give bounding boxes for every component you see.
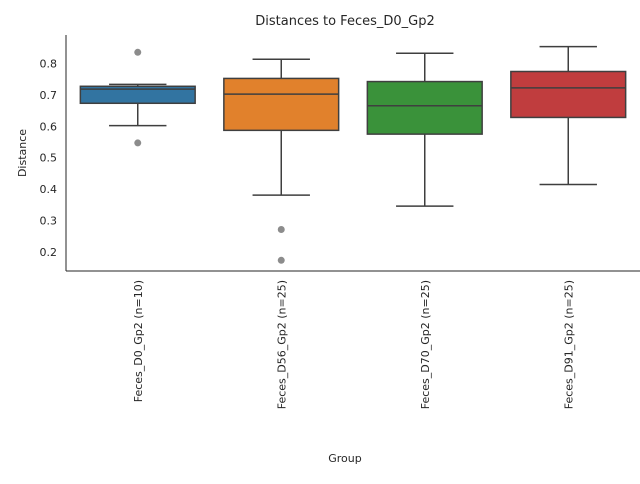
- y-axis-label: Distance: [16, 129, 29, 177]
- x-tick-label: Feces_D0_Gp2 (n=10): [132, 280, 145, 402]
- outlier-point: [134, 139, 141, 146]
- y-tick-label: 0.8: [40, 57, 58, 70]
- y-tick-label: 0.2: [40, 246, 58, 259]
- x-tick-label: Feces_D91_Gp2 (n=25): [562, 280, 575, 409]
- plot-area: 0.2 0.3 0.4 0.5 0.6 0.7 0.8 Feces_D0_Gp2 (n=10)…: [40, 35, 640, 409]
- y-tick-label: 0.3: [40, 215, 58, 228]
- y-tick-label: 0.7: [40, 89, 58, 102]
- x-axis-label: Group: [328, 452, 362, 465]
- outlier-point: [278, 226, 285, 233]
- x-tick-label: Feces_D70_Gp2 (n=25): [419, 280, 432, 409]
- outlier-point: [278, 257, 285, 264]
- outlier-point: [134, 49, 141, 56]
- y-tick-label: 0.5: [40, 152, 58, 165]
- chart-title: Distances to Feces_D0_Gp2: [255, 14, 435, 29]
- y-tick-label: 0.4: [40, 183, 58, 196]
- y-tick-label: 0.6: [40, 120, 58, 133]
- box-iqr: [367, 82, 482, 135]
- x-tick-label: Feces_D56_Gp2 (n=25): [275, 280, 288, 409]
- box-iqr: [224, 78, 339, 130]
- box-iqr: [511, 72, 626, 118]
